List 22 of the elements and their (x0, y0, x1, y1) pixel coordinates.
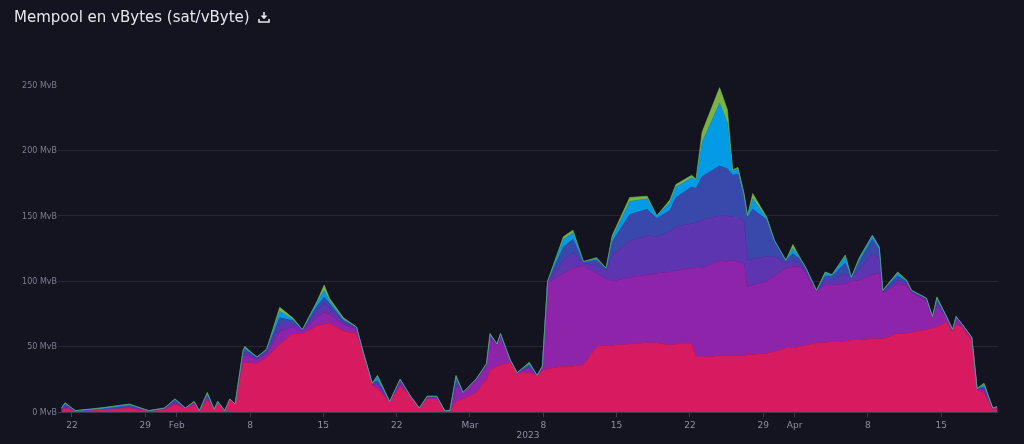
x-tick-label: 15 (610, 419, 623, 430)
x-tick-label: 29 (757, 419, 770, 430)
y-tick-label: 0 MvB (32, 407, 57, 417)
y-tick-label: 250 MvB (22, 80, 57, 90)
x-tick-label: 8 (540, 419, 547, 430)
x-tick-label: 29 (139, 419, 152, 430)
x-tick-label: 15 (935, 419, 947, 430)
x-tick-label: 22 (390, 419, 403, 430)
x-tick-label: 8 (865, 419, 872, 430)
x-tick-label: 22 (66, 419, 78, 430)
y-tick-label: 200 MvB (22, 146, 57, 156)
y-tick-label: 150 MvB (22, 211, 57, 221)
x-tick-label: Feb (168, 419, 185, 430)
x-axis-title: 2023 (516, 429, 540, 440)
x-tick-label: 15 (317, 419, 330, 430)
x-tick-label: 22 (684, 419, 696, 430)
x-tick-label: 8 (247, 419, 254, 430)
y-tick-label: 100 MvB (22, 277, 57, 286)
x-tick-label: Apr (786, 419, 803, 430)
chart-title: Mempool en vBytes (sat/vByte) (14, 8, 250, 26)
y-tick-label: 50 MvB (27, 342, 57, 352)
x-tick-label: Mar (461, 419, 479, 430)
